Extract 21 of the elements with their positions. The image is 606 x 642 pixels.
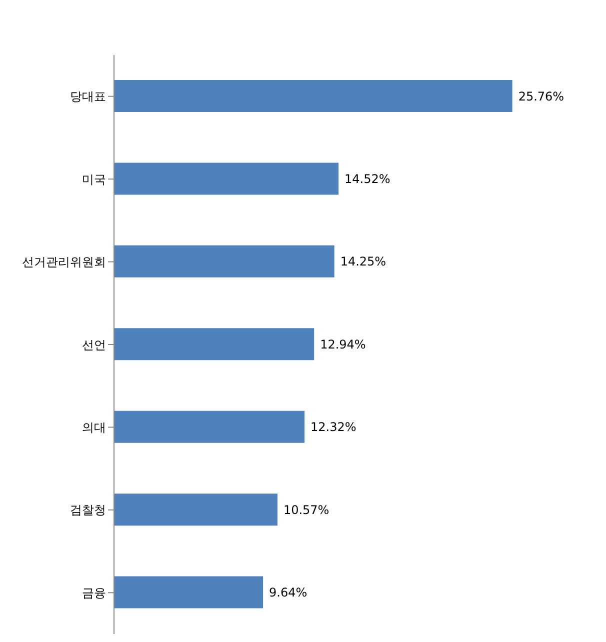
y-tick-label: 금융 xyxy=(82,586,106,600)
bar xyxy=(114,245,334,278)
data-label: 14.52% xyxy=(344,172,390,186)
bar xyxy=(114,162,339,195)
bar xyxy=(114,410,304,443)
data-label: 12.94% xyxy=(320,337,366,352)
bar xyxy=(114,576,264,608)
data-label: 12.32% xyxy=(310,420,356,434)
y-tick-label: 선거관리위원회 xyxy=(22,255,106,270)
bar xyxy=(114,328,314,360)
data-label: 9.64% xyxy=(269,586,308,600)
data-label: 25.76% xyxy=(518,89,564,104)
y-tick-label: 검찰청 xyxy=(70,503,106,518)
bar xyxy=(114,494,278,526)
y-tick-label: 당대표 xyxy=(70,90,106,104)
y-tick-label: 의대 xyxy=(82,420,106,434)
y-tick-label: 미국 xyxy=(82,172,106,186)
data-label: 14.25% xyxy=(340,254,386,269)
bar xyxy=(114,80,512,112)
y-tick-label: 선언 xyxy=(82,338,106,352)
data-label: 10.57% xyxy=(283,502,330,517)
